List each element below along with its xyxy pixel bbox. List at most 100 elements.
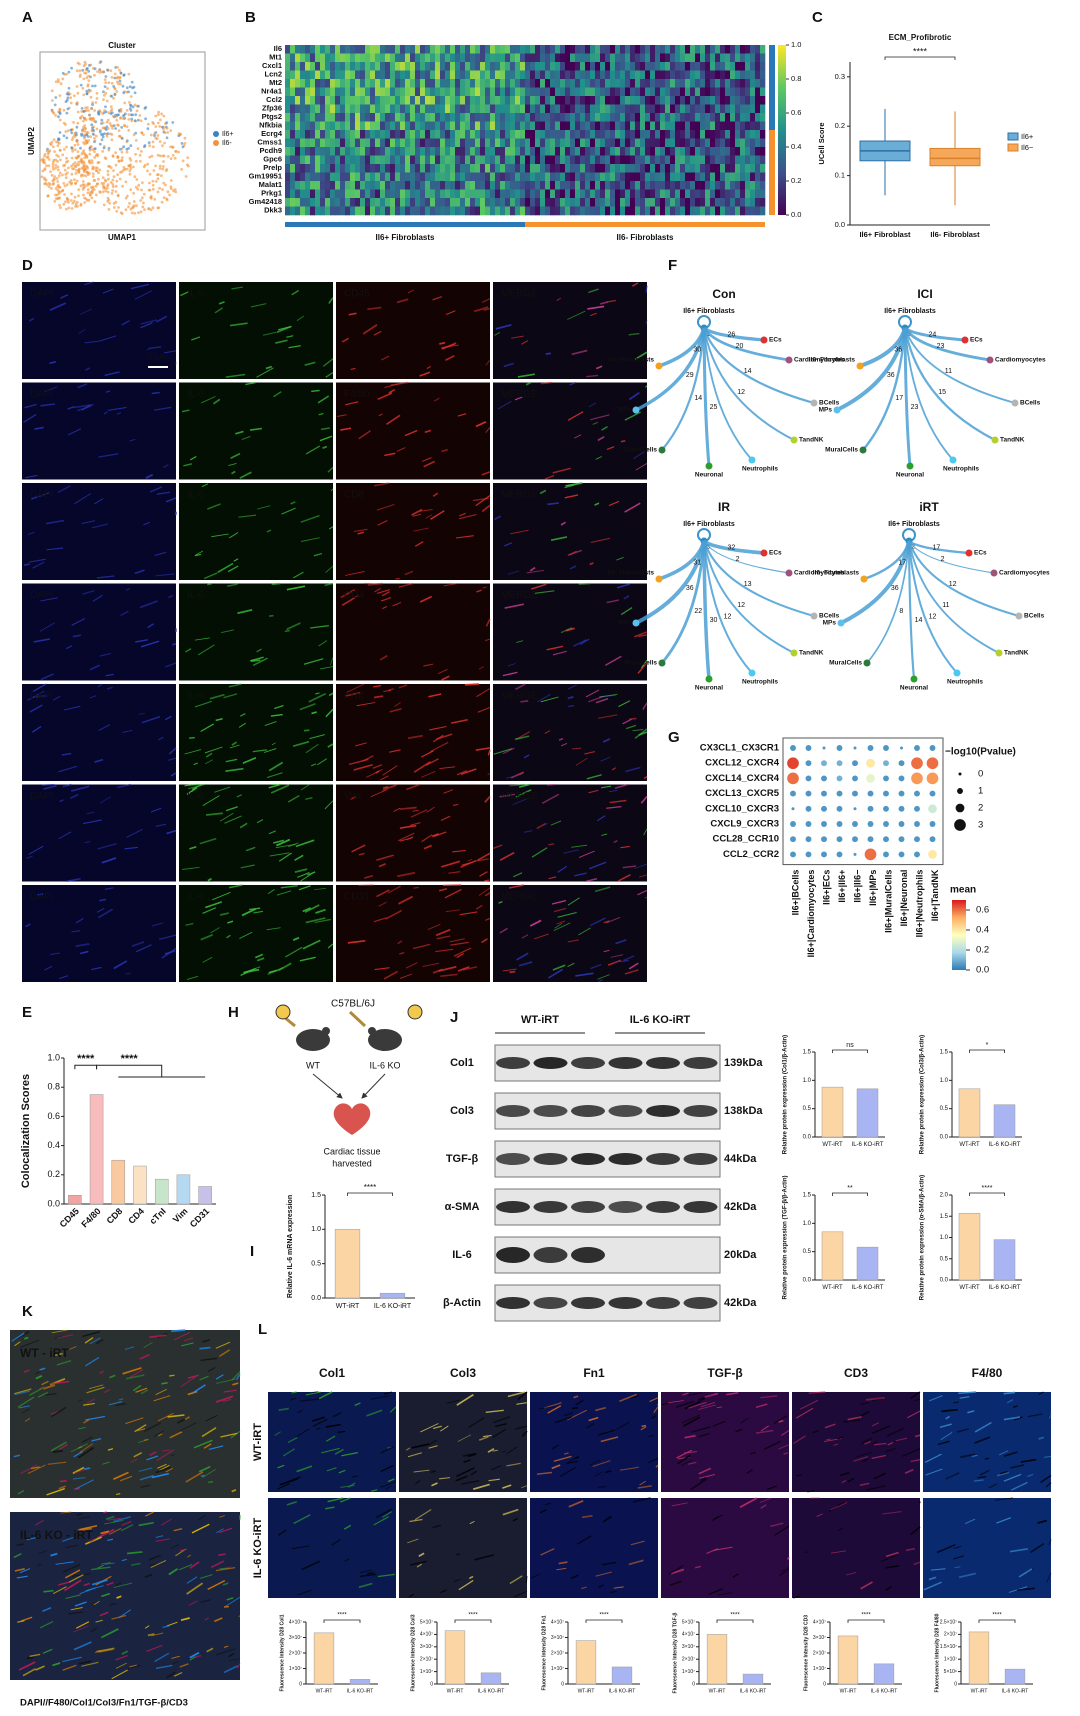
heatmap-cell	[410, 62, 416, 71]
umap-point	[63, 193, 66, 196]
tissue-texture	[886, 1427, 904, 1437]
umap-point	[65, 92, 69, 96]
heatmap-cell	[490, 138, 496, 148]
tissue-texture	[376, 1508, 393, 1519]
heatmap-cell	[710, 121, 716, 131]
heatmap-cell	[710, 155, 716, 165]
tissue-texture	[155, 1535, 164, 1539]
heatmap-cell	[615, 121, 621, 131]
tissue-texture	[229, 884, 243, 889]
umap-point	[58, 131, 62, 134]
tissue-texture	[525, 1576, 528, 1583]
heatmap-cell	[455, 104, 461, 114]
heatmap-cell	[430, 96, 436, 105]
heatmap-cell	[580, 45, 586, 54]
heatmap-cell	[285, 147, 291, 156]
legend-dot	[957, 788, 963, 794]
tissue-texture	[520, 700, 529, 703]
tissue-texture	[124, 1346, 135, 1350]
heatmap-cell	[755, 121, 761, 131]
heatmap-cell	[555, 155, 561, 165]
tissue-texture	[514, 396, 523, 401]
umap-point	[41, 159, 45, 163]
umap-point	[140, 196, 144, 200]
tissue-texture	[340, 588, 356, 599]
heatmap-cell	[565, 155, 571, 165]
y-tick-label: 1.0	[940, 1235, 949, 1241]
heatmap-cell	[300, 45, 306, 54]
heatmap-cell	[515, 206, 521, 216]
tissue-texture	[145, 473, 154, 479]
heatmap-cell	[570, 189, 576, 199]
heatmap-cell	[410, 104, 416, 114]
heatmap-cell	[750, 113, 756, 122]
umap-point	[91, 175, 95, 178]
heatmap-cell	[475, 96, 481, 105]
umap-point	[72, 94, 76, 98]
tissue-texture	[268, 761, 284, 772]
heatmap-cell	[360, 79, 366, 88]
heatmap-cell	[345, 121, 351, 131]
umap-point	[54, 163, 58, 167]
tissue-texture	[320, 427, 331, 431]
heatmap-cell	[615, 181, 621, 190]
tissue-texture	[256, 819, 264, 824]
heatmap-cell	[520, 138, 526, 148]
heatmap-cell	[615, 198, 621, 207]
tissue-texture	[348, 312, 357, 316]
y-tick-label: 2×10⁷	[289, 1650, 302, 1656]
network-edge	[702, 540, 711, 680]
tissue-texture	[645, 385, 648, 388]
umap-point	[84, 139, 88, 143]
tissue-texture	[273, 839, 284, 844]
heatmap-cell	[740, 113, 746, 122]
heatmap-cell	[450, 206, 456, 216]
heatmap-cell	[365, 79, 371, 88]
heatmap-cell	[290, 172, 296, 182]
heatmap-cell	[740, 70, 746, 80]
heatmap-cell	[360, 53, 366, 63]
tissue-texture	[296, 315, 305, 322]
umap-point	[73, 178, 76, 182]
umap-point	[125, 150, 129, 154]
channel-label: CD31	[344, 892, 370, 903]
umap-point	[93, 137, 96, 140]
legend-dot	[955, 803, 965, 813]
heatmap-cell	[715, 138, 721, 148]
tissue-texture	[358, 1582, 373, 1589]
heatmap-cell	[755, 87, 761, 97]
umap-point	[65, 156, 68, 160]
heatmap-cell	[400, 206, 406, 216]
umap-point	[58, 148, 62, 152]
tissue-texture	[759, 1497, 772, 1503]
group-label: Il6- Fibroblasts	[617, 233, 674, 242]
y-tick-label: 4×10⁷	[289, 1619, 302, 1625]
tissue-texture	[156, 315, 168, 323]
heatmap-cell	[530, 189, 536, 199]
tissue-texture	[304, 904, 320, 913]
heatmap-cell	[700, 181, 706, 190]
heatmap-cell	[560, 121, 566, 131]
heatmap-cell	[755, 189, 761, 199]
significance-bracket	[832, 1192, 868, 1196]
tissue-texture	[62, 1664, 77, 1671]
heatmap-cell	[485, 104, 491, 114]
heatmap-cell	[485, 79, 491, 88]
heatmap-cell	[400, 138, 406, 148]
heatmap-cell	[735, 113, 741, 122]
tissue-texture	[266, 772, 283, 779]
tissue-texture	[241, 435, 251, 441]
umap-point	[108, 122, 112, 125]
heatmap-cell	[410, 189, 416, 199]
heatmap-cell	[480, 70, 486, 80]
heatmap-cell	[670, 70, 676, 80]
tissue-texture	[619, 1393, 637, 1403]
umap-point	[121, 156, 124, 160]
heatmap-cell	[285, 45, 291, 54]
heatmap-cell	[655, 62, 661, 71]
tissue-texture	[426, 806, 435, 813]
dot	[790, 790, 796, 797]
tissue-texture	[564, 484, 575, 489]
tissue-texture	[477, 706, 491, 713]
heatmap-cell	[745, 164, 751, 173]
